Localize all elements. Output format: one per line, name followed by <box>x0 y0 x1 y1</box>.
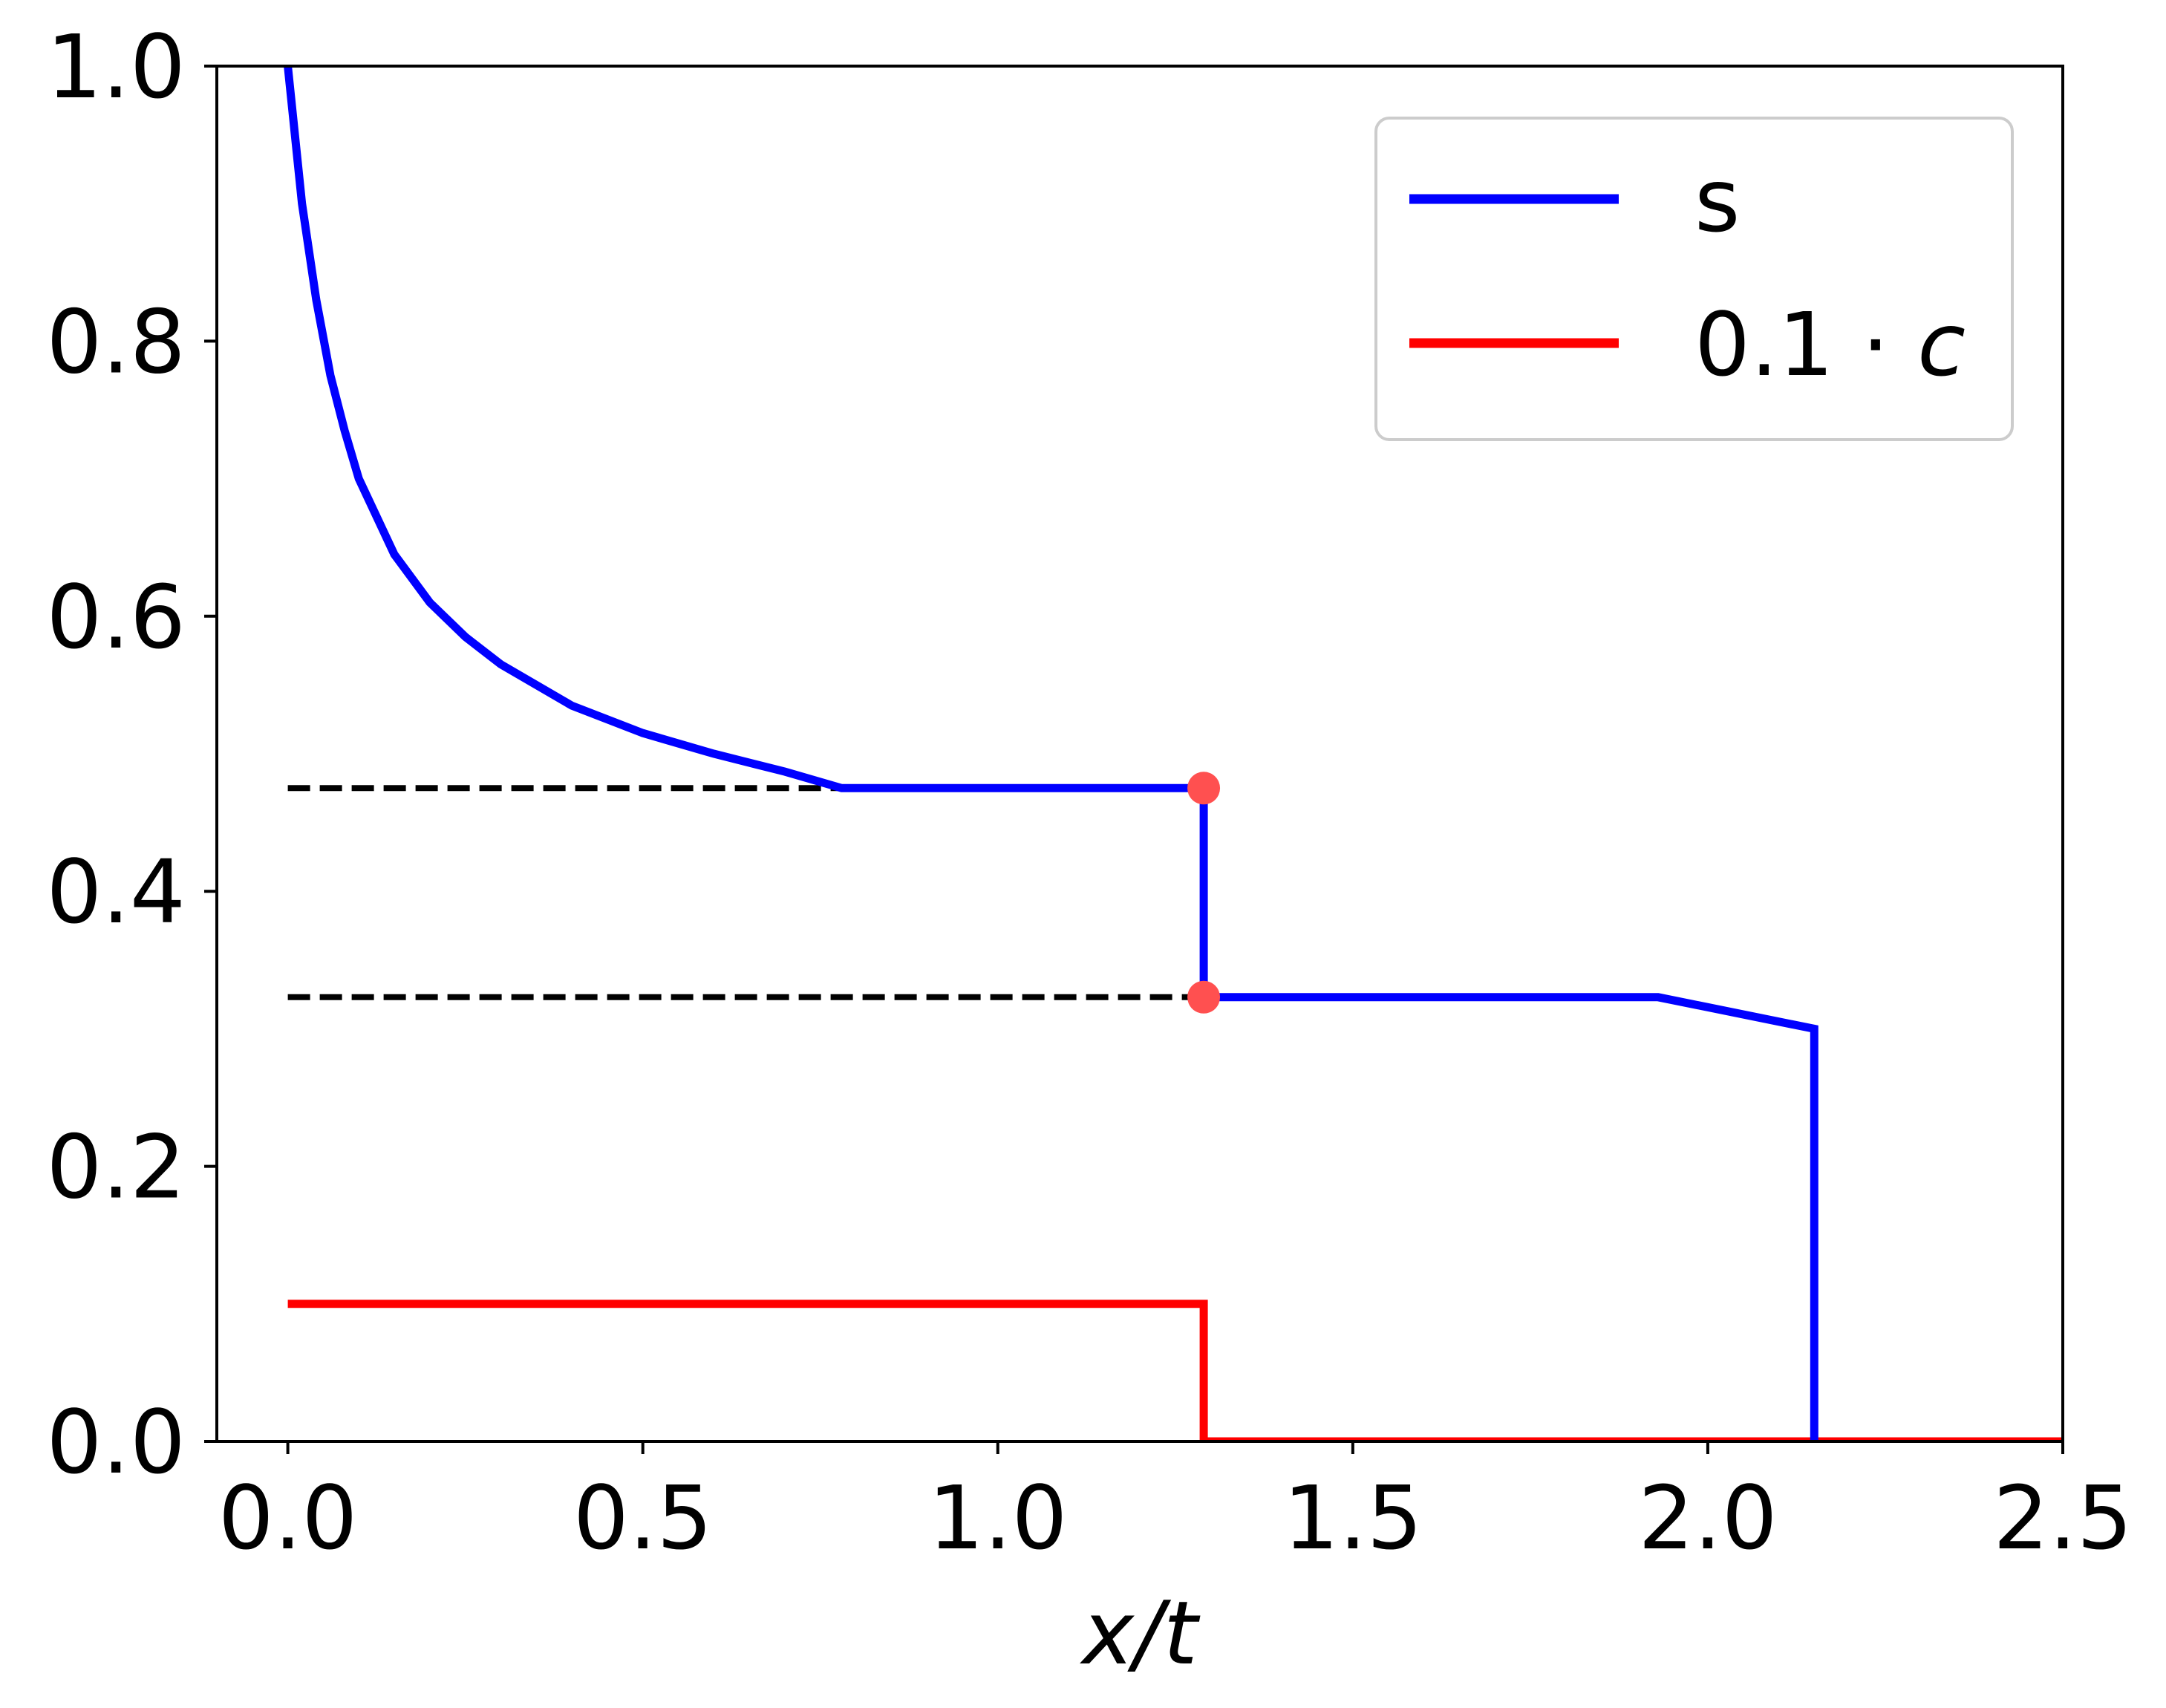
y-tick-label-5: 1.0 <box>46 16 186 118</box>
x-tick-label-1: 0.5 <box>573 1467 713 1569</box>
x-tick-label-2: 1.0 <box>928 1467 1068 1569</box>
y-tick-label-0: 0.0 <box>46 1391 186 1493</box>
y-tick-label-2: 0.4 <box>46 841 186 943</box>
series-line-c <box>287 1300 2063 1441</box>
marker-point-2 <box>1187 980 1221 1014</box>
series-line-s <box>284 66 1818 1441</box>
x-axis-label: x/t <box>1079 1582 1201 1684</box>
plot-content <box>284 66 2063 1441</box>
legend-label-1: s <box>1694 149 1740 252</box>
y-tick-label-4: 0.8 <box>46 290 186 393</box>
legend-label-2: 0.1 · c <box>1694 293 1966 396</box>
y-tick-label-1: 0.2 <box>46 1116 186 1219</box>
y-tick-label-3: 0.6 <box>46 566 186 668</box>
x-tick-label-0: 0.0 <box>218 1467 358 1569</box>
x-tick-label-3: 1.5 <box>1283 1467 1423 1569</box>
x-tick-label-4: 2.0 <box>1638 1467 1778 1569</box>
legend: s 0.1 · c <box>1374 117 2014 441</box>
axis-ticks: 0.0 0.5 1.0 1.5 2.0 2.5 0.0 0.2 0.4 0.6 0.8 1.0 <box>46 16 2133 1569</box>
legend-label-text: 0.1 · <box>1694 293 1917 396</box>
x-tick-label-5: 2.5 <box>1993 1467 2133 1569</box>
legend-label-italic: c <box>1917 293 1966 396</box>
axes-frame <box>215 65 2064 1443</box>
marker-point-1 <box>1187 772 1221 805</box>
legend-label-text: s <box>1694 149 1740 252</box>
plot-area <box>284 66 2063 1441</box>
